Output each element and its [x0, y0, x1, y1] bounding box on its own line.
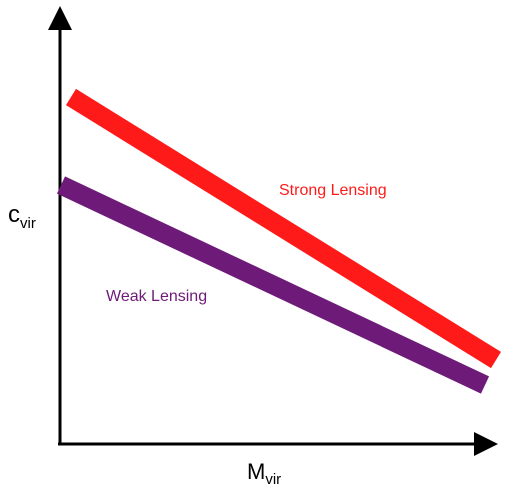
strong-lensing-band: [66, 88, 501, 369]
x-axis-arrowhead: [474, 432, 498, 456]
strong-lensing-label: Strong Lensing: [279, 182, 387, 199]
y-axis-label-subscript: vir: [20, 215, 36, 232]
y-axis-label-main: c: [8, 201, 20, 228]
x-axis-label-main: M: [247, 459, 265, 484]
weak-lensing-label: Weak Lensing: [106, 288, 207, 305]
y-axis-arrowhead: [48, 6, 72, 30]
x-axis-label-subscript: vir: [265, 471, 281, 488]
x-axis-label: Mvir: [247, 459, 281, 488]
y-axis-label: cvir: [8, 201, 36, 232]
weak-lensing-band: [56, 176, 490, 394]
